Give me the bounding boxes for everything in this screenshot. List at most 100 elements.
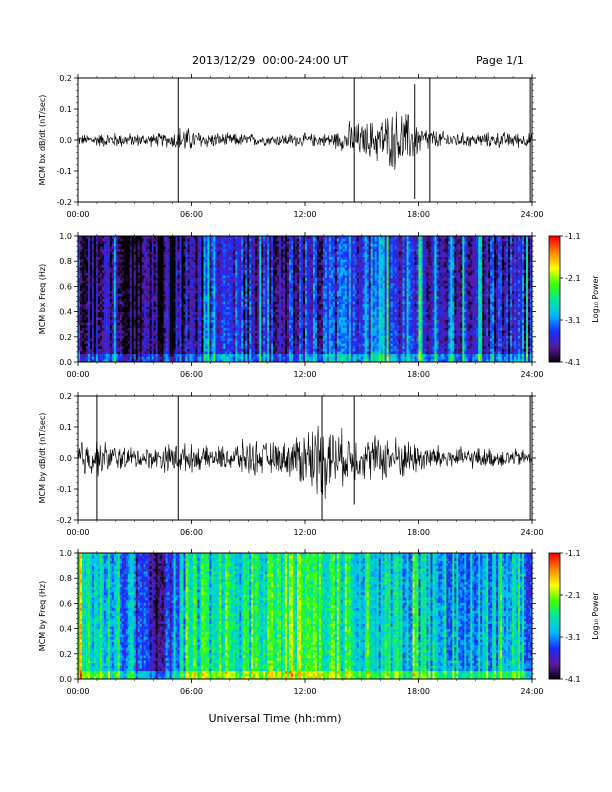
heatmap-cell [117,343,121,347]
heatmap-cell [95,356,99,360]
heatmap-cell [243,343,246,347]
heatmap-cell [275,267,278,271]
heatmap-cell [163,341,166,344]
heatmap-cell [267,283,270,287]
heatmap-cell [233,264,236,268]
heatmap-cell [247,322,250,326]
heatmap-cell [203,354,206,358]
heatmap-cell [159,278,162,281]
heatmap-cell [121,317,125,321]
heatmap-cell [91,278,95,281]
heatmap-cell [203,254,206,258]
heatmap-cell [131,251,135,255]
heatmap-cell [167,320,170,323]
heatmap-cell [171,270,174,274]
heatmap-cell [187,257,190,260]
heatmap-cell [263,299,266,302]
heatmap-cell [223,262,226,266]
heatmap-cell [91,333,95,337]
heatmap-cell [165,262,168,266]
heatmap-cell [263,278,266,281]
heatmap-cell [269,267,272,271]
heatmap-cell [175,236,178,239]
heatmap-cell [127,304,131,308]
heatmap-cell [265,343,268,347]
heatmap-cell [269,304,272,308]
heatmap-cell [221,351,224,355]
heatmap-cell [225,333,228,337]
heatmap-cell [271,280,274,284]
heatmap-cell [179,241,182,245]
heatmap-cell [135,317,139,321]
heatmap-cell [163,259,166,263]
heatmap-cell [227,320,230,323]
heatmap-cell [233,257,236,260]
heatmap-cell [209,306,212,310]
heatmap-cell [141,333,145,337]
heatmap-cell [219,317,222,321]
heatmap-cell [273,241,276,245]
heatmap-cell [167,270,170,274]
heatmap-cell [195,278,198,281]
heatmap-cell [197,356,200,360]
heatmap-cell [189,264,192,268]
heatmap-cell [207,335,210,339]
heatmap-cell [79,259,83,263]
heatmap-cell [205,301,208,305]
heatmap-cell [187,320,190,323]
heatmap-cell [255,335,258,339]
heatmap-cell [145,262,148,266]
heatmap-cell [99,251,103,255]
heatmap-cell [177,341,180,344]
heatmap-cell [125,275,129,279]
heatmap-cell [133,275,137,279]
heatmap-cell [101,322,105,326]
heatmap-cell [265,333,268,337]
heatmap-cell [103,283,107,287]
heatmap-cell [183,335,186,339]
heatmap-cell [133,359,137,363]
heatmap-cell [169,243,172,247]
heatmap-cell [185,293,188,297]
heatmap-cell [259,291,262,295]
heatmap-cell [153,259,156,263]
heatmap-cell [169,317,172,321]
heatmap-cell [177,251,180,255]
heatmap-cell [87,254,91,258]
heatmap-cell [229,320,232,323]
heatmap-cell [227,327,230,331]
heatmap-cell [273,236,276,239]
heatmap-cell [145,309,148,313]
heatmap-cell [163,288,166,292]
heatmap-cell [177,272,180,276]
heatmap-cell [189,330,192,334]
heatmap-cell [115,288,119,292]
heatmap-cell [85,341,89,344]
heatmap-cell [127,270,131,274]
heatmap-cell [107,346,111,350]
heatmap-cell [101,280,105,284]
heatmap-cell [271,317,274,321]
heatmap-cell [203,262,206,266]
heatmap-cell [213,291,216,295]
heatmap-cell [121,267,125,271]
heatmap-cell [167,246,170,250]
heatmap-cell [213,238,216,242]
heatmap-cell [241,348,244,352]
heatmap-cell [125,359,129,363]
heatmap-cell [97,275,101,279]
heatmap-cell [257,296,260,300]
heatmap-cell [125,241,129,245]
heatmap-cell [267,280,270,284]
heatmap-cell [219,327,222,331]
heatmap-cell [161,288,164,292]
heatmap-cell [133,356,137,360]
heatmap-cell [145,272,148,276]
heatmap-cell [127,238,131,242]
heatmap-cell [229,309,232,313]
heatmap-cell [229,278,232,281]
heatmap-cell [117,278,121,281]
heatmap-cell [93,264,97,268]
heatmap-cell [83,288,87,292]
heatmap-cell [233,285,236,289]
